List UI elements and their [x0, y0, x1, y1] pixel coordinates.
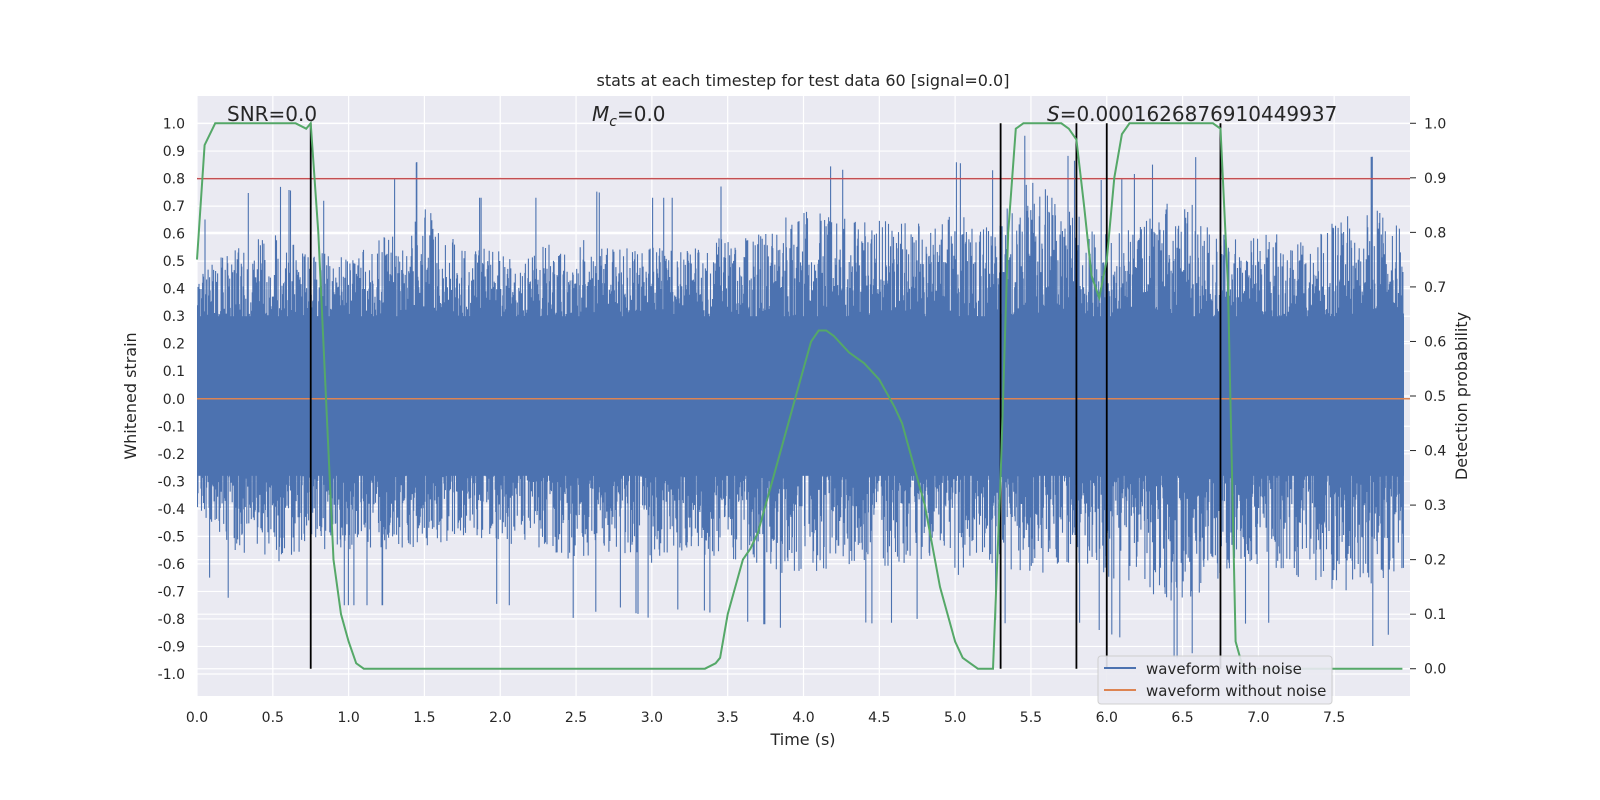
- y-tick-label: 0.8: [163, 172, 185, 188]
- y-right-tick-label: 1.0: [1424, 116, 1446, 132]
- y-right-tick-label: 0.0: [1424, 662, 1446, 678]
- x-tick-label: 3.0: [641, 710, 663, 726]
- y-tick-label: -0.4: [158, 502, 185, 518]
- y-tick-label: 0.1: [163, 364, 185, 380]
- y-tick-label: 0.6: [163, 227, 185, 243]
- x-tick-label: 2.0: [489, 710, 511, 726]
- vertical-markers: [309, 123, 1222, 669]
- y-tick-label: -0.1: [158, 419, 185, 435]
- x-tick-label: 6.5: [1171, 710, 1193, 726]
- y-right-axis-label: Detection probability: [1452, 312, 1471, 480]
- chart-title: stats at each timestep for test data 60 …: [597, 71, 1010, 90]
- legend-box: [1097, 655, 1333, 705]
- y-tick-label: 0.0: [163, 392, 185, 408]
- mc-annotation: Mc=0.0: [592, 102, 666, 130]
- y-axis-ticks: 1.0 0.9 0.8 0.7 0.6 0.5 0.4 0.3 0.2 0.1 0.0 -0.1 -0.…: [158, 117, 185, 683]
- y-tick-label: -1.0: [158, 667, 185, 683]
- y-right-tick-label: 0.8: [1424, 225, 1446, 241]
- noise-band: [197, 316, 1404, 476]
- x-tick-label: 4.5: [868, 710, 890, 726]
- s-value: =0.0001626876910449937: [1060, 102, 1338, 126]
- y-tick-label: 0.3: [163, 309, 185, 325]
- mc-symbol: M: [592, 102, 609, 126]
- x-tick-label: 5.5: [1020, 710, 1042, 726]
- y-right-tick-label: 0.7: [1424, 280, 1446, 296]
- x-axis-label: Time (s): [769, 730, 835, 749]
- legend-label-noise: waveform with noise: [1146, 660, 1302, 678]
- x-tick-label: 5.0: [944, 710, 966, 726]
- x-axis-ticks: 0.0 0.5 1.0 1.5 2.0 2.5 3.0 3.5 4.0 4.5 5.0 5.5 6.0 6…: [186, 710, 1345, 726]
- y-tick-label: -0.9: [158, 639, 185, 655]
- y-right-tick-label: 0.6: [1424, 334, 1446, 350]
- mc-value: =0.0: [617, 102, 666, 126]
- legend-label-clean: waveform without noise: [1146, 682, 1326, 700]
- mc-subscript: c: [609, 114, 617, 130]
- series-waveform-with-noise: [197, 135, 1404, 659]
- x-tick-label: 0.0: [186, 710, 208, 726]
- x-tick-label: 3.5: [717, 710, 739, 726]
- y-tick-label: 0.2: [163, 337, 185, 353]
- y-tick-label: -0.3: [158, 474, 185, 490]
- legend: waveform with noise waveform without noi…: [1097, 655, 1333, 705]
- y-tick-label: 0.5: [163, 254, 185, 270]
- x-tick-label: 2.5: [565, 710, 587, 726]
- y-right-tick-label: 0.4: [1424, 444, 1446, 460]
- y-right-tick-label: 0.5: [1424, 389, 1446, 405]
- y-right-tick-label: 0.2: [1424, 553, 1446, 569]
- y-right-tick-label: 0.1: [1424, 607, 1446, 623]
- x-tick-label: 7.5: [1323, 710, 1345, 726]
- s-symbol: S: [1047, 102, 1060, 126]
- y-tick-label: -0.8: [158, 612, 185, 628]
- y-axis-label: Whitened strain: [121, 332, 140, 459]
- y-tick-label: -0.7: [158, 584, 185, 600]
- x-tick-label: 1.0: [337, 710, 359, 726]
- snr-annotation: SNR=0.0: [227, 102, 317, 126]
- y-right-tick-label: 0.9: [1424, 171, 1446, 187]
- x-tick-label: 7.0: [1247, 710, 1269, 726]
- s-annotation: S=0.0001626876910449937: [1047, 102, 1337, 126]
- y-right-tick-label: 0.3: [1424, 498, 1446, 514]
- y-right-axis-ticks: 1.0 0.9 0.8 0.7 0.6 0.5 0.4 0.3 0.2 0.1 0.0: [1410, 116, 1446, 678]
- y-tick-label: -0.6: [158, 557, 185, 573]
- y-tick-label: -0.2: [158, 447, 185, 463]
- x-tick-label: 1.5: [413, 710, 435, 726]
- x-tick-label: 4.0: [792, 710, 814, 726]
- y-tick-label: -0.5: [158, 529, 185, 545]
- y-tick-label: 0.9: [163, 144, 185, 160]
- x-tick-label: 6.0: [1096, 710, 1118, 726]
- series-detection-probability: [196, 120, 1403, 670]
- y-tick-label: 0.4: [163, 282, 185, 298]
- y-tick-label: 0.7: [163, 199, 185, 215]
- y-tick-label: 1.0: [163, 117, 185, 133]
- x-tick-label: 0.5: [262, 710, 284, 726]
